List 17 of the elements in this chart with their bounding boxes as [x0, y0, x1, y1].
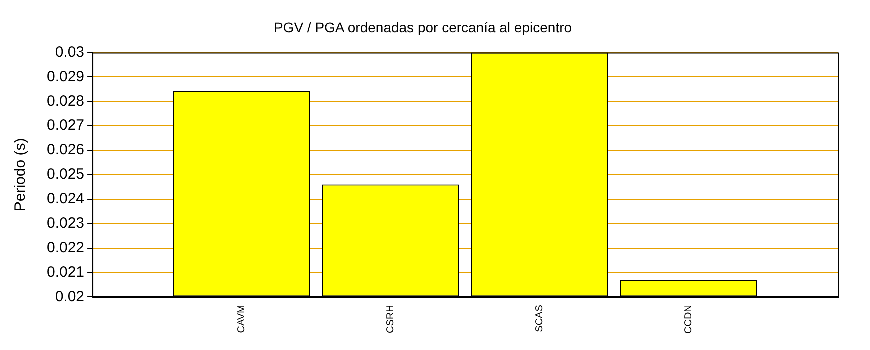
- y-tick-label: 0.029: [46, 68, 85, 86]
- y-tick-label: 0.022: [46, 239, 85, 256]
- y-tick-label: 0.021: [46, 264, 85, 281]
- y-tick-label: 0.025: [46, 166, 85, 184]
- chart-title: PGV / PGA ordenadas por cercanía al epicentro: [274, 19, 572, 36]
- y-tick-label: 0.023: [46, 214, 85, 232]
- x-tick-label: CAVM: [236, 305, 248, 334]
- y-tick-label: 0.026: [46, 142, 85, 159]
- y-tick-label: 0.027: [46, 117, 85, 134]
- y-tick-label: 0.03: [55, 44, 85, 61]
- y-tick-label: 0.028: [46, 92, 85, 110]
- x-tick-label: CSRH: [385, 305, 396, 334]
- y-tick-label: 0.02: [55, 288, 85, 306]
- y-tick-label: 0.024: [46, 190, 85, 208]
- y-axis-title: Periodo (s): [12, 138, 30, 212]
- x-tick-label: SCAS: [534, 304, 546, 332]
- x-tick-label: CCDN: [684, 305, 695, 334]
